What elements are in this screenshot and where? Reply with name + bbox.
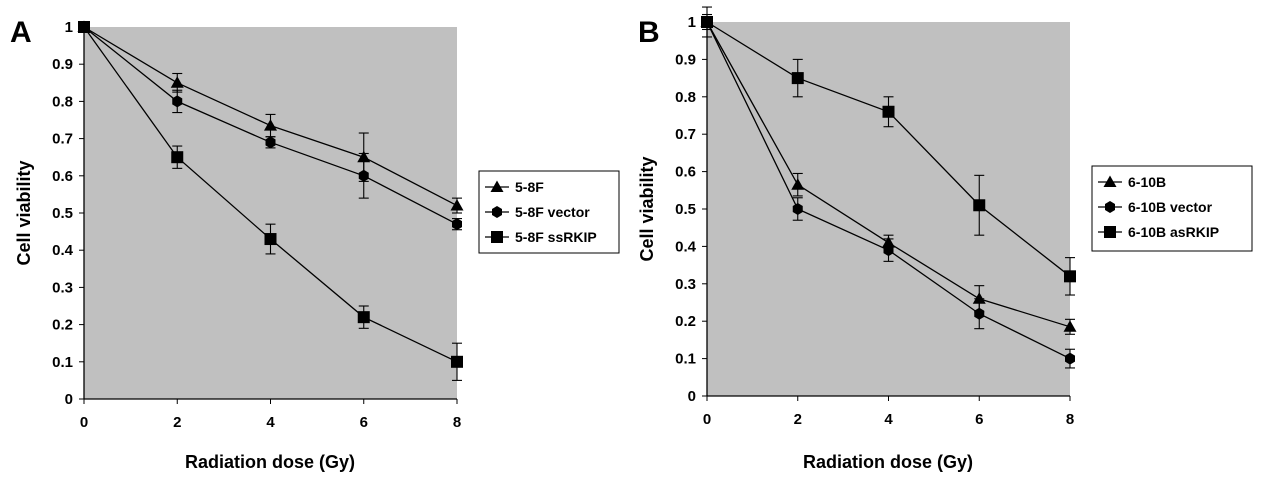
data-point bbox=[882, 105, 895, 118]
panel-b-letter: B bbox=[638, 16, 660, 49]
data-point bbox=[358, 169, 369, 182]
data-point bbox=[1064, 270, 1076, 283]
data-point bbox=[264, 233, 277, 246]
data-point bbox=[791, 178, 805, 190]
data-point bbox=[1063, 320, 1077, 332]
x-tick-label: 6 bbox=[360, 414, 368, 431]
y-tick-label: 0.9 bbox=[675, 51, 696, 68]
legend-marker bbox=[492, 206, 502, 218]
plot-area bbox=[84, 27, 457, 399]
data-point bbox=[451, 355, 463, 368]
legend-box bbox=[1091, 165, 1253, 252]
y-tick-label: 0.9 bbox=[52, 56, 73, 73]
legend-label: 5-8F ssRKIP bbox=[515, 229, 597, 245]
x-tick-label: 6 bbox=[975, 411, 983, 428]
y-tick-label: 0.1 bbox=[675, 351, 696, 368]
y-tick-label: 0 bbox=[65, 391, 73, 408]
series-2 bbox=[78, 21, 463, 381]
data-point bbox=[972, 292, 986, 304]
legend-marker bbox=[491, 231, 503, 243]
data-point bbox=[172, 95, 183, 108]
legend-label: 5-8F bbox=[515, 179, 544, 195]
legend-marker bbox=[1104, 226, 1116, 238]
y-tick-label: 0.5 bbox=[675, 201, 696, 218]
x-tick-label: 0 bbox=[80, 414, 88, 431]
data-point bbox=[701, 16, 713, 28]
y-tick-label: 0.5 bbox=[52, 205, 73, 222]
legend-marker bbox=[1105, 201, 1115, 213]
x-tick-label: 4 bbox=[266, 414, 275, 431]
y-tick-label: 0.1 bbox=[52, 354, 73, 371]
data-point bbox=[452, 218, 462, 231]
legend-label: 6-10B bbox=[1128, 174, 1166, 190]
legend-marker bbox=[490, 180, 504, 192]
x-tick-label: 0 bbox=[703, 411, 711, 428]
y-tick-label: 0.7 bbox=[52, 131, 73, 148]
series-1 bbox=[79, 21, 462, 231]
plot-area bbox=[707, 22, 1070, 396]
y-tick-label: 0.4 bbox=[52, 242, 74, 259]
y-tick-label: 1 bbox=[688, 14, 696, 31]
y-tick-label: 0.4 bbox=[675, 238, 697, 255]
panel-a-letter: A bbox=[10, 16, 32, 49]
series-2 bbox=[701, 16, 1076, 296]
legend-label: 5-8F vector bbox=[515, 204, 590, 220]
legend-label: 6-10B asRKIP bbox=[1128, 224, 1219, 240]
data-point bbox=[265, 136, 276, 149]
x-tick-label: 4 bbox=[884, 411, 893, 428]
y-tick-label: 0.6 bbox=[675, 164, 696, 181]
data-point bbox=[171, 151, 184, 164]
x-tick-label: 2 bbox=[794, 411, 802, 428]
panel-a: A 0 0.1 0.2 0.3 0.4 0.5 0.6 0.7 0.8 0.9 1 0 2 4 6 8 Radi… bbox=[10, 16, 620, 472]
y-axis-label: Cell viability bbox=[637, 156, 657, 261]
y-tick-label: 0.7 bbox=[675, 126, 696, 143]
y-tick-label: 0.8 bbox=[675, 89, 696, 106]
data-point bbox=[1065, 352, 1075, 365]
data-point bbox=[78, 21, 90, 33]
data-point bbox=[974, 307, 985, 320]
x-tick-label: 8 bbox=[453, 414, 461, 431]
y-tick-label: 1 bbox=[65, 19, 73, 36]
data-point bbox=[357, 311, 370, 324]
panel-b: B 0 0.1 0.2 0.3 0.4 0.5 0.6 0.7 0.8 0.9 1 0 2 4 6 8 Radi… bbox=[637, 6, 1253, 472]
x-tick-label: 8 bbox=[1066, 411, 1074, 428]
data-point bbox=[792, 203, 803, 215]
legend-marker bbox=[1103, 175, 1117, 187]
legend: 5-8F 5-8F vector 5-8F ssRKIP bbox=[478, 170, 620, 254]
data-point bbox=[791, 72, 804, 85]
y-tick-label: 0.3 bbox=[675, 276, 696, 293]
x-axis-label: Radiation dose (Gy) bbox=[185, 452, 355, 472]
x-tick-label: 2 bbox=[173, 414, 181, 431]
y-tick-label: 0.3 bbox=[52, 279, 73, 296]
data-point bbox=[264, 119, 277, 131]
legend-label: 6-10B vector bbox=[1128, 199, 1213, 215]
y-tick-label: 0 bbox=[688, 388, 696, 405]
y-tick-label: 0.8 bbox=[52, 93, 73, 110]
data-point bbox=[973, 199, 986, 212]
data-point bbox=[170, 76, 184, 88]
legend: 6-10B 6-10B vector 6-10B asRKIP bbox=[1091, 165, 1253, 252]
data-point bbox=[450, 199, 464, 211]
y-tick-label: 0.2 bbox=[675, 313, 696, 330]
x-axis-label: Radiation dose (Gy) bbox=[803, 452, 973, 472]
y-tick-label: 0.6 bbox=[52, 168, 73, 185]
data-point bbox=[883, 244, 894, 257]
y-tick-label: 0.2 bbox=[52, 317, 73, 334]
y-axis-label: Cell viability bbox=[14, 160, 34, 265]
